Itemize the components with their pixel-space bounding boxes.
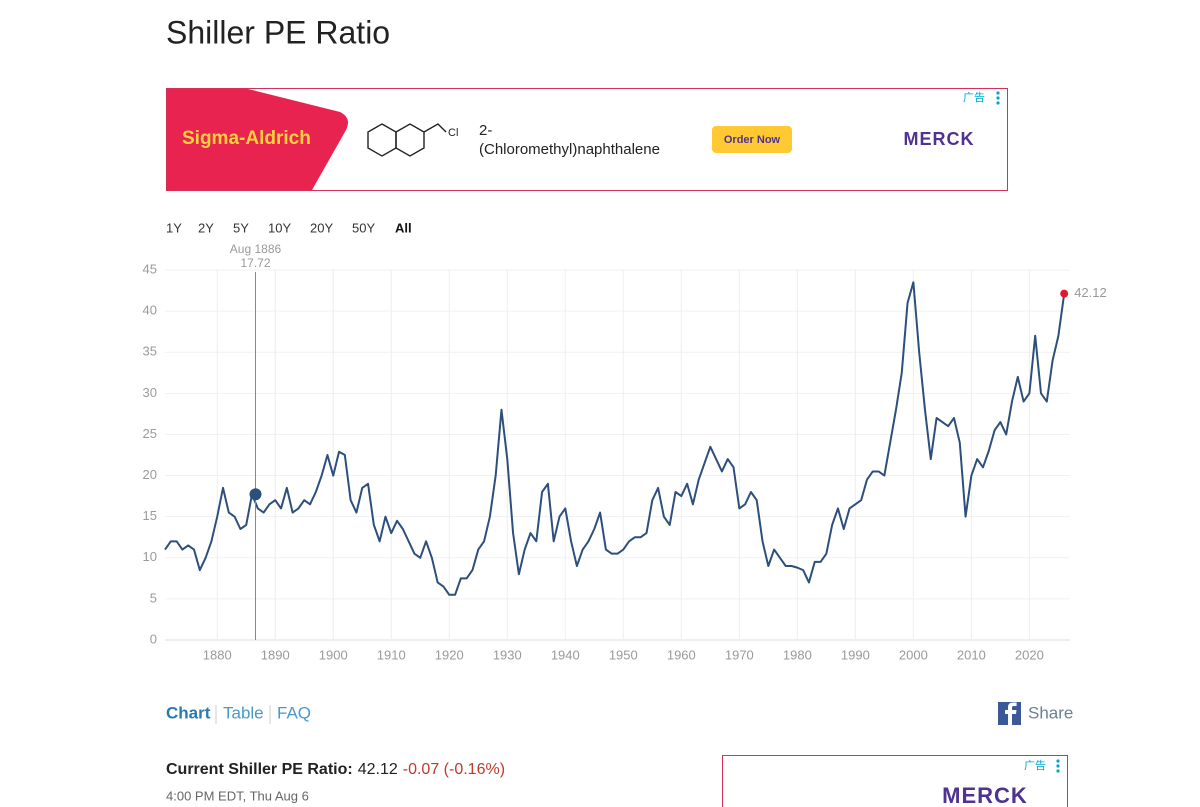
range-button[interactable]: 1Y — [166, 220, 182, 235]
range-button[interactable]: 10Y — [268, 220, 291, 235]
current-time: 4:00 PM EDT, Thu Aug 6 — [166, 788, 309, 803]
share-button[interactable]: Share — [998, 702, 1073, 725]
ad-brand-panel — [167, 89, 348, 190]
range-button[interactable]: 2Y — [198, 220, 214, 235]
ad-product-line: 2- — [479, 122, 492, 139]
ad-button-label: Order Now — [724, 134, 781, 146]
ad2-logo: MERCK — [942, 783, 1028, 807]
x-tick-label: 1920 — [435, 647, 464, 662]
x-tick-label: 2010 — [957, 647, 986, 662]
range-buttons: 1Y 2Y 5Y 10Y 20Y 50Y All — [166, 220, 412, 235]
x-tick-label: 1980 — [783, 647, 812, 662]
x-tick-label: 1910 — [377, 647, 406, 662]
atom-label: Cl — [448, 127, 458, 139]
y-tick-label: 30 — [143, 385, 157, 400]
current-change: -0.07 (-0.16%) — [403, 761, 505, 778]
y-tick-label: 45 — [143, 261, 157, 276]
tab[interactable]: Chart — [166, 703, 211, 722]
facebook-f — [1005, 702, 1017, 725]
tooltip-value: 17.72 — [240, 256, 270, 270]
hover-point — [249, 488, 262, 501]
ad2-label: 广告 — [1024, 759, 1046, 772]
x-tick-label: 1950 — [609, 647, 638, 662]
x-tick-label: 2000 — [899, 647, 928, 662]
ad2-menu-icon[interactable] — [1056, 759, 1060, 773]
ad-box-2[interactable]: 广告 MERCK — [722, 755, 1068, 807]
x-tick-label: 1930 — [493, 647, 522, 662]
tabs: Chart Table FAQ — [166, 703, 311, 724]
ad-menu-icon[interactable] — [996, 91, 1000, 105]
y-tick-label: 25 — [143, 426, 157, 441]
ad-banner[interactable]: Sigma-Aldrich Cl 2- (Chloromethyl)naphth… — [166, 88, 1008, 191]
x-tick-label: 1880 — [203, 647, 232, 662]
range-button[interactable]: 20Y — [310, 220, 333, 235]
current-line: Current Shiller PE Ratio: 42.12 -0.07 (-0.… — [166, 761, 505, 778]
page-title: Shiller PE Ratio — [166, 14, 390, 50]
ad-product-line: (Chloromethyl)naphthalene — [479, 141, 660, 158]
chart: 0 5 10 15 20 25 30 35 40 45 1880 1890 1900 1910 1920 19… — [143, 242, 1107, 662]
tooltip-date: Aug 1886 — [230, 242, 282, 256]
pe-line — [164, 281, 1066, 596]
range-button[interactable]: 50Y — [352, 220, 375, 235]
x-tick-label: 1970 — [725, 647, 754, 662]
x-tick-label: 1890 — [261, 647, 290, 662]
y-tick-label: 40 — [143, 303, 157, 318]
y-tick-label: 35 — [143, 344, 157, 359]
x-tick-label: 1900 — [319, 647, 348, 662]
ad2-border — [722, 755, 1068, 807]
y-tick-label: 20 — [143, 467, 157, 482]
y-tick-label: 15 — [143, 508, 157, 523]
y-tick-label: 5 — [150, 590, 157, 605]
ad-brand: Sigma-Aldrich — [182, 128, 311, 149]
current-label: Current Shiller PE Ratio: — [166, 761, 353, 778]
last-point — [1060, 289, 1069, 298]
tab[interactable]: Table — [223, 703, 264, 722]
current-value: 42.12 — [358, 761, 398, 778]
tab[interactable]: FAQ — [277, 703, 311, 722]
share-label: Share — [1028, 703, 1073, 722]
last-value-label: 42.12 — [1074, 285, 1107, 300]
range-button[interactable]: All — [395, 220, 412, 235]
molecule — [367, 123, 447, 157]
x-tick-label: 2020 — [1015, 647, 1044, 662]
y-tick-label: 0 — [150, 631, 157, 646]
x-tick-label: 1990 — [841, 647, 870, 662]
ad-label: 广告 — [963, 91, 985, 104]
x-tick-label: 1940 — [551, 647, 580, 662]
ad-logo: MERCK — [904, 129, 975, 149]
x-tick-label: 1960 — [667, 647, 696, 662]
y-tick-label: 10 — [143, 549, 157, 564]
ad-button[interactable] — [712, 126, 792, 153]
range-button[interactable]: 5Y — [233, 220, 249, 235]
